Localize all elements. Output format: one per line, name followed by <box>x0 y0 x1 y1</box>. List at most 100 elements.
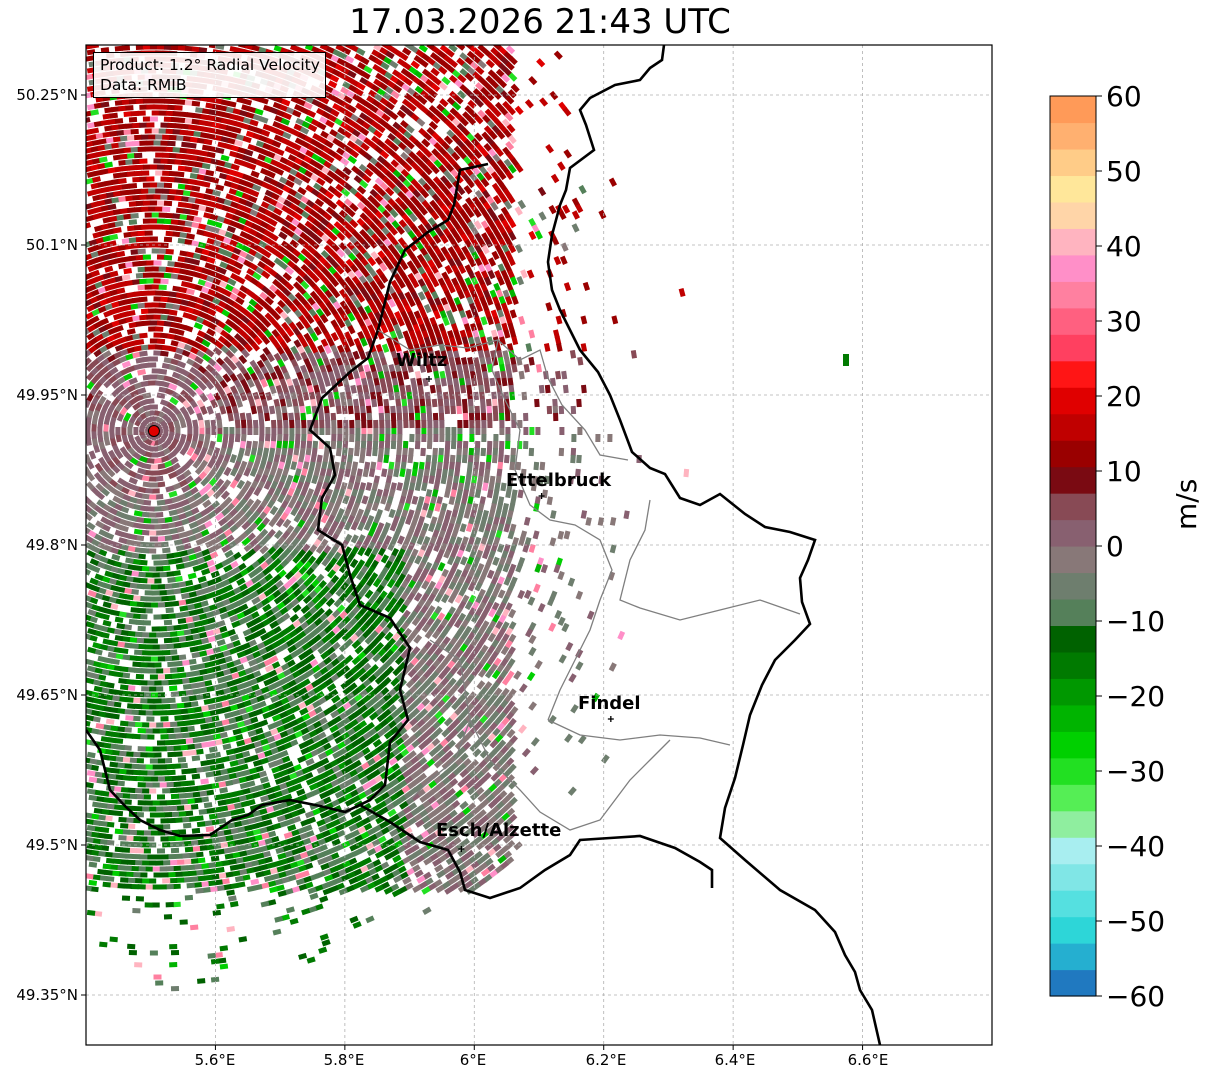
radar-bin <box>465 523 474 533</box>
radar-bin <box>445 433 451 443</box>
radar-bin <box>197 575 207 584</box>
radar-bin <box>139 278 148 285</box>
radar-bin <box>180 555 190 563</box>
radar-bin <box>113 351 123 359</box>
radar-bin <box>381 468 388 478</box>
radar-bin <box>331 427 337 435</box>
radar-bin <box>427 433 433 443</box>
radar-bin <box>331 433 337 443</box>
radar-bin <box>116 623 126 630</box>
radar-bin <box>100 516 110 525</box>
radar-bin <box>230 163 240 171</box>
radar-bin <box>231 405 239 415</box>
radar-bin <box>165 745 174 752</box>
radar-bin <box>156 656 166 662</box>
radar-bin <box>148 512 157 518</box>
radar-bin <box>268 447 276 457</box>
radar-bin <box>153 770 162 776</box>
radar-bin <box>130 110 139 117</box>
radar-bin <box>160 122 169 128</box>
radar-bin <box>325 419 331 429</box>
radar-bin <box>162 308 171 315</box>
radar-bin <box>125 557 134 564</box>
radar-bin <box>391 433 397 443</box>
radar-bin <box>137 553 146 560</box>
radar-bin <box>137 302 146 309</box>
radar-bin <box>146 140 155 146</box>
radar-bin <box>148 308 157 314</box>
radar-bin <box>163 758 173 764</box>
radar-bin <box>146 122 155 128</box>
radar-bin <box>135 673 145 680</box>
radar-bin <box>134 435 143 445</box>
map-title: 17.03.2026 21:43 UTC <box>349 2 731 42</box>
radar-bin <box>499 419 505 429</box>
radar-bin <box>234 433 241 443</box>
radar-bin <box>95 520 105 529</box>
radar-bin <box>149 356 158 362</box>
radar-bin <box>176 360 187 369</box>
radar-bin <box>498 405 505 415</box>
radar-bin <box>204 419 211 429</box>
radar-bin <box>103 423 109 432</box>
radar-bin <box>207 545 217 554</box>
radar-bin <box>433 427 439 435</box>
radar-bin <box>148 530 157 536</box>
radar-bin <box>86 423 91 432</box>
radar-bin <box>149 674 158 680</box>
radar-bin <box>118 178 127 184</box>
radar-bin <box>149 338 158 344</box>
radar-bin <box>86 549 96 558</box>
radar-bin <box>301 419 307 429</box>
radar-bin <box>277 433 283 443</box>
radar-bin <box>119 446 129 456</box>
radar-bin <box>167 522 176 529</box>
radar-bin <box>121 274 131 281</box>
radar-bin <box>153 596 162 602</box>
radar-bin <box>111 553 121 561</box>
radar-bin <box>153 698 162 704</box>
radar-bin <box>258 391 267 401</box>
radar-bin <box>384 502 392 512</box>
radar-bin <box>142 164 151 170</box>
radar-bin <box>162 565 171 572</box>
radar-bin <box>359 454 366 464</box>
radar-bin <box>161 362 171 370</box>
radar-bin <box>105 718 115 725</box>
radar-bin <box>505 427 511 435</box>
radar-bin <box>444 489 451 499</box>
radar-bin <box>90 127 100 135</box>
radar-bin <box>162 631 171 638</box>
radar-bin <box>148 362 157 368</box>
radar-bin <box>373 433 379 443</box>
radar-bin <box>262 467 271 478</box>
radar-bin <box>190 346 200 355</box>
radar-bin <box>101 523 111 532</box>
radar-bin <box>128 219 138 226</box>
radar-bin <box>469 433 475 443</box>
radar-bin <box>153 524 162 530</box>
radar-bin <box>194 355 204 365</box>
radar-bin <box>481 433 487 443</box>
radar-bin <box>273 454 281 464</box>
radar-bin <box>103 416 111 426</box>
radar-bin <box>200 528 210 538</box>
radar-bin <box>109 307 119 316</box>
radar-bin <box>135 320 145 327</box>
radar-bin <box>118 678 127 684</box>
radar-bin <box>179 433 187 443</box>
radar-bin <box>163 535 173 542</box>
radar-bin <box>167 661 176 668</box>
radar-bin <box>165 781 174 788</box>
radar-bin <box>254 398 262 408</box>
radar-bin <box>128 183 138 189</box>
radar-bin <box>192 308 202 317</box>
radar-bin <box>448 496 456 506</box>
radar-bin <box>318 412 325 422</box>
radar-bin <box>188 501 198 510</box>
radar-bin <box>86 409 94 419</box>
radar-bin <box>98 156 108 163</box>
radar-bin <box>160 595 169 602</box>
radar-bin <box>130 213 139 219</box>
